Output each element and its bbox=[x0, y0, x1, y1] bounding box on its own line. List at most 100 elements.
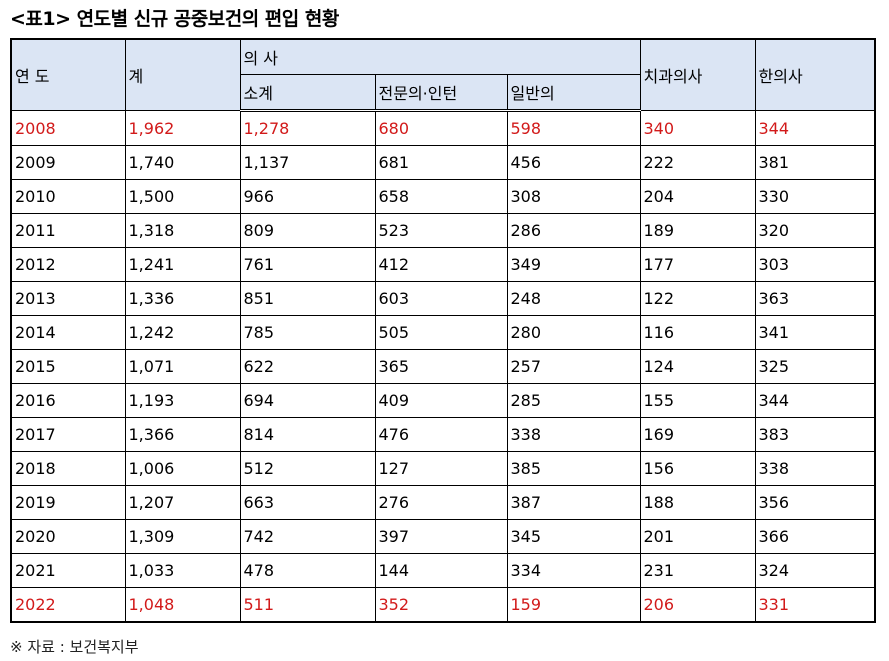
cell-total: 1,309 bbox=[124, 519, 241, 554]
cell-specialist: 681 bbox=[374, 145, 508, 180]
cell-year: 2008 bbox=[10, 110, 126, 146]
cell-total: 1,071 bbox=[124, 349, 241, 384]
cell-dentist: 188 bbox=[639, 485, 756, 520]
header-dentist: 치과의사 bbox=[639, 38, 756, 111]
cell-dentist: 156 bbox=[639, 451, 756, 486]
cell-specialist: 523 bbox=[374, 213, 508, 248]
cell-general: 285 bbox=[506, 383, 641, 418]
cell-subtotal: 663 bbox=[239, 485, 376, 520]
cell-subtotal: 814 bbox=[239, 417, 376, 452]
cell-oriental: 344 bbox=[754, 110, 876, 146]
cell-specialist: 680 bbox=[374, 110, 508, 146]
cell-dentist: 340 bbox=[639, 110, 756, 146]
cell-year: 2015 bbox=[10, 349, 126, 384]
cell-specialist: 603 bbox=[374, 281, 508, 316]
cell-year: 2012 bbox=[10, 247, 126, 282]
cell-oriental: 324 bbox=[754, 553, 876, 588]
cell-total: 1,242 bbox=[124, 315, 241, 350]
table-row: 2008 1,962 1,278 680 598 340 344 bbox=[10, 110, 876, 146]
cell-total: 1,193 bbox=[124, 383, 241, 418]
cell-general: 280 bbox=[506, 315, 641, 350]
cell-general: 456 bbox=[506, 145, 641, 180]
cell-year: 2013 bbox=[10, 281, 126, 316]
cell-specialist: 397 bbox=[374, 519, 508, 554]
table-row: 2012 1,241 761 412 349 177 303 bbox=[10, 247, 876, 282]
cell-year: 2009 bbox=[10, 145, 126, 180]
cell-year: 2020 bbox=[10, 519, 126, 554]
cell-general: 334 bbox=[506, 553, 641, 588]
table-row: 2022 1,048 511 352 159 206 331 bbox=[10, 587, 876, 623]
cell-year: 2017 bbox=[10, 417, 126, 452]
header-year: 연 도 bbox=[10, 38, 126, 111]
cell-specialist: 276 bbox=[374, 485, 508, 520]
header-oriental: 한의사 bbox=[754, 38, 876, 111]
cell-oriental: 320 bbox=[754, 213, 876, 248]
table-row: 2015 1,071 622 365 257 124 325 bbox=[10, 349, 876, 384]
cell-oriental: 344 bbox=[754, 383, 876, 418]
cell-subtotal: 478 bbox=[239, 553, 376, 588]
cell-dentist: 122 bbox=[639, 281, 756, 316]
cell-general: 159 bbox=[506, 587, 641, 623]
cell-oriental: 330 bbox=[754, 179, 876, 214]
cell-general: 248 bbox=[506, 281, 641, 316]
cell-general: 387 bbox=[506, 485, 641, 520]
table-row: 2014 1,242 785 505 280 116 341 bbox=[10, 315, 876, 350]
header-total: 계 bbox=[124, 38, 241, 111]
cell-year: 2022 bbox=[10, 587, 126, 623]
cell-total: 1,241 bbox=[124, 247, 241, 282]
cell-general: 349 bbox=[506, 247, 641, 282]
cell-specialist: 476 bbox=[374, 417, 508, 452]
table-title: <표1> 연도별 신규 공중보건의 편입 현황 bbox=[10, 8, 339, 30]
cell-dentist: 155 bbox=[639, 383, 756, 418]
cell-general: 286 bbox=[506, 213, 641, 248]
cell-year: 2011 bbox=[10, 213, 126, 248]
cell-oriental: 383 bbox=[754, 417, 876, 452]
cell-specialist: 409 bbox=[374, 383, 508, 418]
cell-year: 2021 bbox=[10, 553, 126, 588]
table-row: 2011 1,318 809 523 286 189 320 bbox=[10, 213, 876, 248]
cell-year: 2019 bbox=[10, 485, 126, 520]
cell-total: 1,366 bbox=[124, 417, 241, 452]
cell-oriental: 341 bbox=[754, 315, 876, 350]
cell-specialist: 365 bbox=[374, 349, 508, 384]
table-row: 2020 1,309 742 397 345 201 366 bbox=[10, 519, 876, 554]
cell-year: 2018 bbox=[10, 451, 126, 486]
cell-subtotal: 761 bbox=[239, 247, 376, 282]
cell-specialist: 127 bbox=[374, 451, 508, 486]
cell-dentist: 169 bbox=[639, 417, 756, 452]
cell-specialist: 658 bbox=[374, 179, 508, 214]
cell-oriental: 331 bbox=[754, 587, 876, 623]
cell-general: 598 bbox=[506, 110, 641, 146]
header-subtotal: 소계 bbox=[239, 74, 376, 112]
cell-subtotal: 851 bbox=[239, 281, 376, 316]
cell-dentist: 124 bbox=[639, 349, 756, 384]
cell-total: 1,962 bbox=[124, 110, 241, 146]
cell-total: 1,740 bbox=[124, 145, 241, 180]
cell-subtotal: 511 bbox=[239, 587, 376, 623]
cell-dentist: 116 bbox=[639, 315, 756, 350]
cell-subtotal: 622 bbox=[239, 349, 376, 384]
cell-subtotal: 694 bbox=[239, 383, 376, 418]
cell-specialist: 352 bbox=[374, 587, 508, 623]
cell-dentist: 206 bbox=[639, 587, 756, 623]
header-specialist: 전문의·인턴 bbox=[374, 74, 508, 112]
table-row: 2019 1,207 663 276 387 188 356 bbox=[10, 485, 876, 520]
table-row: 2009 1,740 1,137 681 456 222 381 bbox=[10, 145, 876, 180]
cell-specialist: 505 bbox=[374, 315, 508, 350]
cell-oriental: 363 bbox=[754, 281, 876, 316]
cell-subtotal: 512 bbox=[239, 451, 376, 486]
cell-general: 308 bbox=[506, 179, 641, 214]
cell-subtotal: 742 bbox=[239, 519, 376, 554]
cell-total: 1,006 bbox=[124, 451, 241, 486]
cell-total: 1,336 bbox=[124, 281, 241, 316]
cell-total: 1,207 bbox=[124, 485, 241, 520]
recruitment-table: 연 도 계 의 사 치과의사 한의사 소계 전문의·인턴 일반의 2008 1,9… bbox=[10, 38, 876, 623]
cell-dentist: 189 bbox=[639, 213, 756, 248]
table-row: 2018 1,006 512 127 385 156 338 bbox=[10, 451, 876, 486]
cell-general: 338 bbox=[506, 417, 641, 452]
cell-dentist: 231 bbox=[639, 553, 756, 588]
cell-total: 1,318 bbox=[124, 213, 241, 248]
cell-general: 257 bbox=[506, 349, 641, 384]
cell-general: 385 bbox=[506, 451, 641, 486]
cell-total: 1,500 bbox=[124, 179, 241, 214]
